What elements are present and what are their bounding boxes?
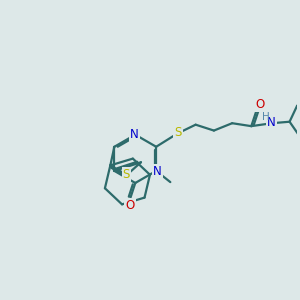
Text: O: O bbox=[125, 199, 135, 212]
Text: S: S bbox=[122, 168, 130, 181]
Text: N: N bbox=[267, 116, 276, 129]
Text: O: O bbox=[255, 98, 264, 111]
Text: H: H bbox=[262, 112, 269, 122]
Text: S: S bbox=[174, 126, 182, 140]
Text: N: N bbox=[153, 165, 162, 178]
Text: N: N bbox=[130, 128, 139, 141]
